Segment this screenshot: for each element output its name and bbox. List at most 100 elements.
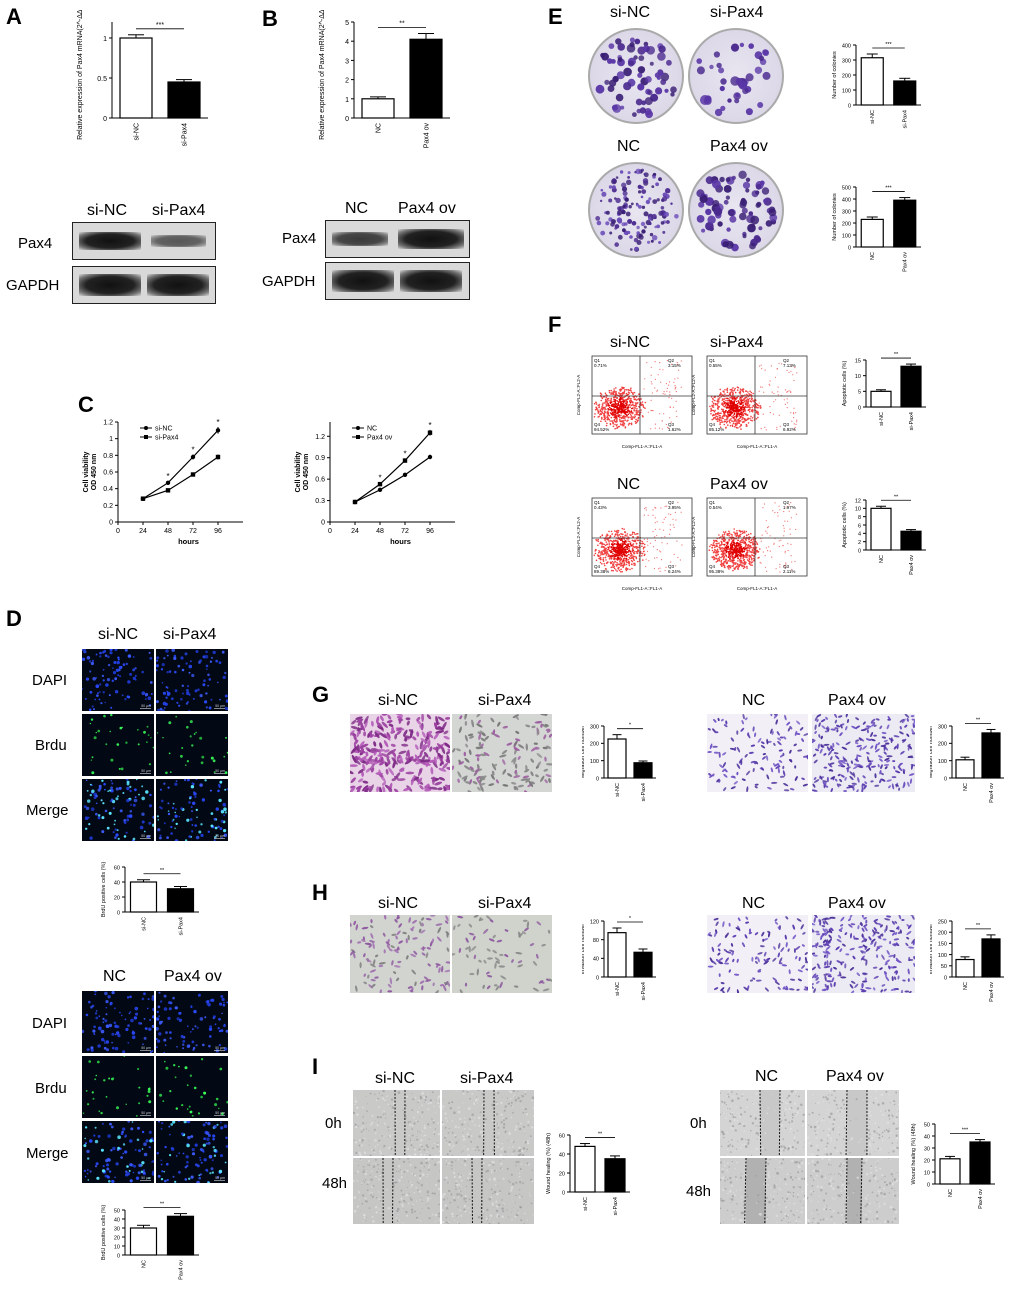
d2-merge-nc: 50 μm: [81, 1120, 155, 1184]
event-dot: [769, 550, 771, 552]
event-dot: [632, 402, 634, 404]
event-dot: [752, 392, 754, 395]
event-dot: [614, 396, 617, 398]
x-tick-label: Pax4 ov: [989, 783, 995, 803]
event-dot: [722, 562, 724, 565]
event-dot: [769, 412, 771, 414]
event-dot: [623, 417, 626, 419]
event-dot: [599, 409, 602, 411]
event-dot: [610, 566, 612, 569]
legend-marker: [356, 435, 360, 439]
y-tick-label: 0: [109, 520, 113, 527]
significance-star: *: [378, 474, 381, 483]
bar: [860, 57, 884, 106]
event-dot: [617, 546, 620, 549]
image-texture: [707, 714, 808, 792]
event-dot: [719, 412, 722, 415]
event-dot: [619, 390, 622, 392]
event-dot: [733, 420, 736, 422]
event-dot: [795, 513, 798, 515]
event-dot: [637, 539, 640, 542]
event-dot: [615, 404, 617, 407]
event-dot: [776, 428, 778, 430]
event-dot: [614, 414, 617, 416]
panel-label-g: G: [312, 682, 330, 707]
event-dot: [743, 417, 746, 420]
event-dot: [792, 374, 794, 376]
event-dot: [753, 399, 755, 401]
event-dot: [676, 415, 678, 418]
event-dot: [750, 415, 752, 418]
event-dot: [603, 408, 605, 410]
event-dot: [793, 417, 795, 419]
event-dot: [601, 397, 604, 400]
event-dot: [607, 540, 610, 542]
panel-label-a: A: [6, 4, 22, 29]
y-tick-label: 300: [938, 724, 947, 730]
event-dot: [670, 513, 672, 516]
event-dot: [669, 406, 671, 408]
bar: [409, 38, 443, 119]
event-dot: [731, 388, 733, 391]
event-dot: [747, 533, 750, 536]
event-dot: [788, 390, 790, 392]
event-dot: [634, 402, 637, 404]
event-dot: [618, 408, 621, 411]
event-dot: [734, 404, 737, 406]
event-dot: [633, 559, 635, 562]
event-dot: [736, 389, 739, 391]
bar: [604, 1158, 626, 1193]
event-dot: [716, 545, 719, 548]
event-dot: [765, 520, 767, 522]
event-dot: [749, 550, 751, 553]
event-dot: [643, 543, 646, 546]
event-dot: [666, 543, 668, 545]
event-dot: [784, 552, 786, 554]
event-dot: [713, 558, 716, 560]
event-dot: [712, 544, 714, 546]
event-dot: [613, 562, 615, 564]
event-dot: [654, 522, 656, 524]
event-dot: [610, 569, 613, 572]
event-dot: [755, 418, 758, 420]
d1-dapi-sinc: 50 μm: [81, 648, 155, 712]
event-dot: [724, 411, 726, 414]
event-dot: [725, 410, 727, 412]
event-dot: [606, 400, 608, 402]
event-dot: [600, 407, 603, 410]
event-dot: [728, 548, 730, 550]
event-dot: [735, 544, 737, 546]
event-dot: [796, 419, 798, 421]
event-dot: [778, 414, 780, 416]
event-dot: [626, 535, 628, 537]
event-dot: [628, 556, 631, 559]
event-dot: [625, 563, 628, 566]
event-dot: [764, 369, 766, 371]
y-tick-label: 300: [842, 209, 851, 215]
q4-value: 94.52%: [594, 427, 609, 432]
event-dot: [636, 408, 638, 410]
event-dot: [675, 391, 677, 393]
event-dot: [612, 392, 615, 394]
event-dot: [768, 383, 770, 385]
bar: [607, 932, 627, 978]
event-dot: [737, 406, 739, 408]
event-dot: [626, 544, 628, 546]
event-dot: [595, 549, 597, 551]
event-dot: [740, 550, 742, 552]
event-dot: [617, 555, 620, 557]
event-dot: [737, 539, 740, 542]
event-dot: [759, 405, 762, 407]
y-tick-label: 2: [345, 78, 349, 85]
i-img-sinc-0h: [353, 1090, 440, 1156]
event-dot: [652, 410, 654, 412]
g-img-pax4ov: [812, 714, 915, 792]
bar: [166, 1215, 195, 1256]
event-dot: [627, 558, 630, 561]
y-tick-label: 400: [842, 197, 851, 203]
event-dot: [726, 542, 729, 544]
event-dot: [664, 569, 666, 572]
event-dot: [718, 546, 720, 549]
image-texture: 50 μm: [156, 649, 228, 711]
event-dot: [624, 551, 627, 554]
